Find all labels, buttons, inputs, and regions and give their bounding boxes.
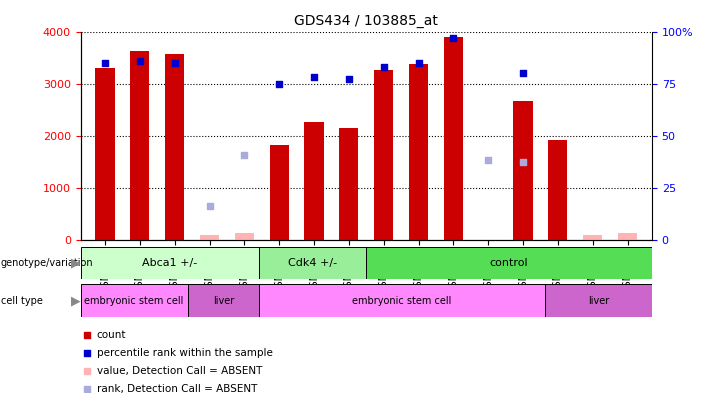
Bar <box>367 247 652 279</box>
Bar <box>513 101 533 240</box>
Text: control: control <box>490 258 529 268</box>
Point <box>100 60 111 66</box>
Bar <box>444 37 463 240</box>
Point <box>273 80 285 87</box>
Text: genotype/variation: genotype/variation <box>1 258 93 268</box>
Point <box>413 60 424 66</box>
Text: ▶: ▶ <box>71 294 81 307</box>
Bar <box>409 64 428 240</box>
Text: liver: liver <box>213 295 234 306</box>
Bar <box>165 53 184 240</box>
Bar <box>339 128 358 240</box>
Bar <box>81 284 188 317</box>
Point <box>482 156 494 163</box>
Point <box>204 203 215 209</box>
Point <box>448 35 459 41</box>
Point <box>343 76 355 83</box>
Point <box>81 350 93 356</box>
Text: count: count <box>97 330 126 340</box>
Title: GDS434 / 103885_at: GDS434 / 103885_at <box>294 14 438 28</box>
Bar <box>259 247 367 279</box>
Point <box>169 60 180 66</box>
Point <box>81 386 93 392</box>
Point <box>517 159 529 165</box>
Text: cell type: cell type <box>1 295 43 306</box>
Bar <box>130 51 149 240</box>
Point <box>378 64 389 70</box>
Point <box>134 57 145 64</box>
Bar <box>81 247 259 279</box>
Point <box>517 70 529 76</box>
Bar <box>304 122 324 240</box>
Bar <box>259 284 545 317</box>
Text: embryonic stem cell: embryonic stem cell <box>85 295 184 306</box>
Bar <box>95 68 114 240</box>
Bar <box>374 70 393 240</box>
Text: liver: liver <box>587 295 609 306</box>
Bar <box>270 145 289 240</box>
Bar <box>583 235 602 240</box>
Bar <box>235 233 254 240</box>
Text: Abca1 +/-: Abca1 +/- <box>142 258 198 268</box>
Text: ▶: ▶ <box>71 257 81 269</box>
Bar <box>548 140 567 240</box>
Text: value, Detection Call = ABSENT: value, Detection Call = ABSENT <box>97 366 262 376</box>
Point <box>81 331 93 338</box>
Bar <box>188 284 259 317</box>
Text: embryonic stem cell: embryonic stem cell <box>353 295 451 306</box>
Text: rank, Detection Call = ABSENT: rank, Detection Call = ABSENT <box>97 385 257 394</box>
Bar <box>545 284 652 317</box>
Text: Cdk4 +/-: Cdk4 +/- <box>288 258 337 268</box>
Point <box>81 368 93 374</box>
Point <box>308 74 320 80</box>
Bar <box>200 235 219 240</box>
Point <box>239 152 250 158</box>
Bar <box>618 233 637 240</box>
Text: percentile rank within the sample: percentile rank within the sample <box>97 348 273 358</box>
